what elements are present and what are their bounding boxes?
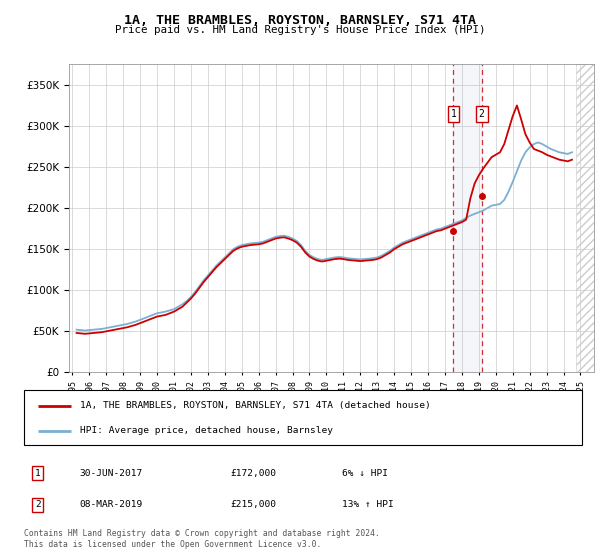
Text: 1A, THE BRAMBLES, ROYSTON, BARNSLEY, S71 4TA: 1A, THE BRAMBLES, ROYSTON, BARNSLEY, S71… — [124, 14, 476, 27]
Text: 1: 1 — [35, 469, 41, 478]
Text: 1A, THE BRAMBLES, ROYSTON, BARNSLEY, S71 4TA (detached house): 1A, THE BRAMBLES, ROYSTON, BARNSLEY, S71… — [80, 401, 431, 410]
Text: Price paid vs. HM Land Registry's House Price Index (HPI): Price paid vs. HM Land Registry's House … — [115, 25, 485, 35]
Text: 30-JUN-2017: 30-JUN-2017 — [80, 469, 143, 478]
Text: 6% ↓ HPI: 6% ↓ HPI — [342, 469, 388, 478]
Bar — [454, 64, 482, 372]
Text: 2: 2 — [479, 109, 485, 119]
Text: Contains HM Land Registry data © Crown copyright and database right 2024.
This d: Contains HM Land Registry data © Crown c… — [24, 529, 380, 549]
Text: £215,000: £215,000 — [230, 500, 277, 509]
Text: 13% ↑ HPI: 13% ↑ HPI — [342, 500, 394, 509]
Text: HPI: Average price, detached house, Barnsley: HPI: Average price, detached house, Barn… — [80, 426, 333, 436]
Text: £172,000: £172,000 — [230, 469, 277, 478]
Text: 1: 1 — [451, 109, 457, 119]
Text: 08-MAR-2019: 08-MAR-2019 — [80, 500, 143, 509]
Text: 2: 2 — [35, 500, 41, 509]
